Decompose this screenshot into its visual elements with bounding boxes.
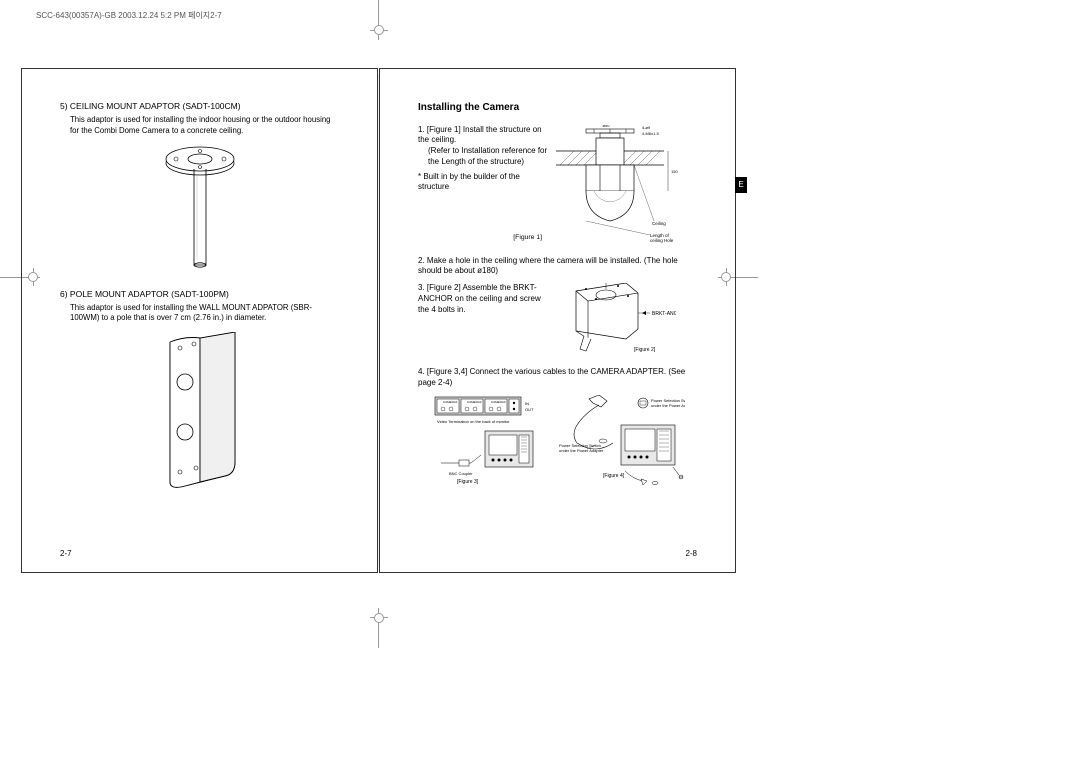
- svg-text:4-ø9: 4-ø9: [642, 125, 651, 130]
- svg-text:BNC Coupler: BNC Coupler: [449, 471, 473, 476]
- svg-text:CAMERA2: CAMERA2: [467, 400, 482, 404]
- page-right: E Installing the Camera 1. [Figure 1] In…: [379, 68, 736, 573]
- svg-text:ø50: ø50: [603, 125, 611, 128]
- svg-text:Ceiling: Ceiling: [652, 221, 666, 226]
- step2-text: 2. Make a hole in the ceiling where the …: [418, 256, 697, 278]
- svg-text:BRKT-ANCHOR: BRKT-ANCHOR: [652, 311, 676, 317]
- svg-text:Video Termination on the back: Video Termination on the back of monitor: [437, 419, 510, 424]
- section6-title: 6) POLE MOUNT ADAPTOR (SADT-100PM): [60, 289, 339, 300]
- section5-body: This adaptor is used for installing the …: [60, 115, 339, 136]
- svg-text:4-M6x1.5: 4-M6x1.5: [642, 131, 659, 136]
- svg-text:under the Power Adapter: under the Power Adapter: [651, 403, 685, 408]
- ceiling-adaptor-diagram: [140, 145, 260, 275]
- step1-sub1: (Refer to Installation reference for the…: [418, 146, 548, 168]
- language-tab: E: [735, 177, 747, 193]
- section6-body: This adaptor is used for installing the …: [60, 303, 339, 324]
- step4-text: 4. [Figure 3,4] Connect the various cabl…: [418, 367, 697, 389]
- page-number-right: 2-8: [685, 549, 697, 558]
- svg-text:under the Power Adapter: under the Power Adapter: [559, 448, 604, 453]
- svg-text:OUT: OUT: [525, 407, 534, 412]
- page-number-left: 2-7: [60, 549, 72, 558]
- figure3-diagram: IN OUT CAMERA1 CAMERA2 CAMERA3 Video Ter…: [431, 395, 541, 485]
- step1-text: 1. [Figure 1] Install the structure on t…: [418, 125, 548, 147]
- pole-adaptor-diagram: [140, 332, 260, 502]
- svg-text:CAMERA1: CAMERA1: [443, 400, 458, 404]
- svg-text:ceiling Hole: ceiling Hole: [650, 238, 674, 243]
- svg-text:CAMERA3: CAMERA3: [491, 400, 506, 404]
- svg-text:[Figure 2]: [Figure 2]: [634, 347, 656, 353]
- header-filename: SCC-643(00357A)-GB 2003.12.24 5:2 PM 페이지…: [36, 10, 222, 21]
- figure1-diagram: ø50 4-ø9 4-M6x1.5: [556, 125, 686, 250]
- installing-title: Installing the Camera: [418, 101, 697, 115]
- figure2-diagram: BRKT-ANCHOR [Figure 2]: [556, 283, 676, 363]
- step1-sub2: * Built in by the builder of the structu…: [418, 172, 548, 194]
- crop-mark-circle: [374, 25, 384, 35]
- svg-text:IN: IN: [525, 401, 529, 406]
- svg-text:[Figure 4]: [Figure 4]: [603, 473, 625, 479]
- section5-title: 5) CEILING MOUNT ADAPTOR (SADT-100CM): [60, 101, 339, 112]
- figure4-diagram: Power Selection Switch under the Power A…: [555, 395, 685, 495]
- page-left: 5) CEILING MOUNT ADAPTOR (SADT-100CM) Th…: [21, 68, 378, 573]
- step3-text: 3. [Figure 2] Assemble the BRKT-ANCHOR o…: [418, 283, 548, 315]
- svg-text:150: 150: [671, 169, 678, 174]
- svg-text:[Figure 3]: [Figure 3]: [457, 479, 479, 485]
- crop-mark-circle: [374, 613, 384, 623]
- figure1-label: [Figure 1]: [418, 233, 548, 242]
